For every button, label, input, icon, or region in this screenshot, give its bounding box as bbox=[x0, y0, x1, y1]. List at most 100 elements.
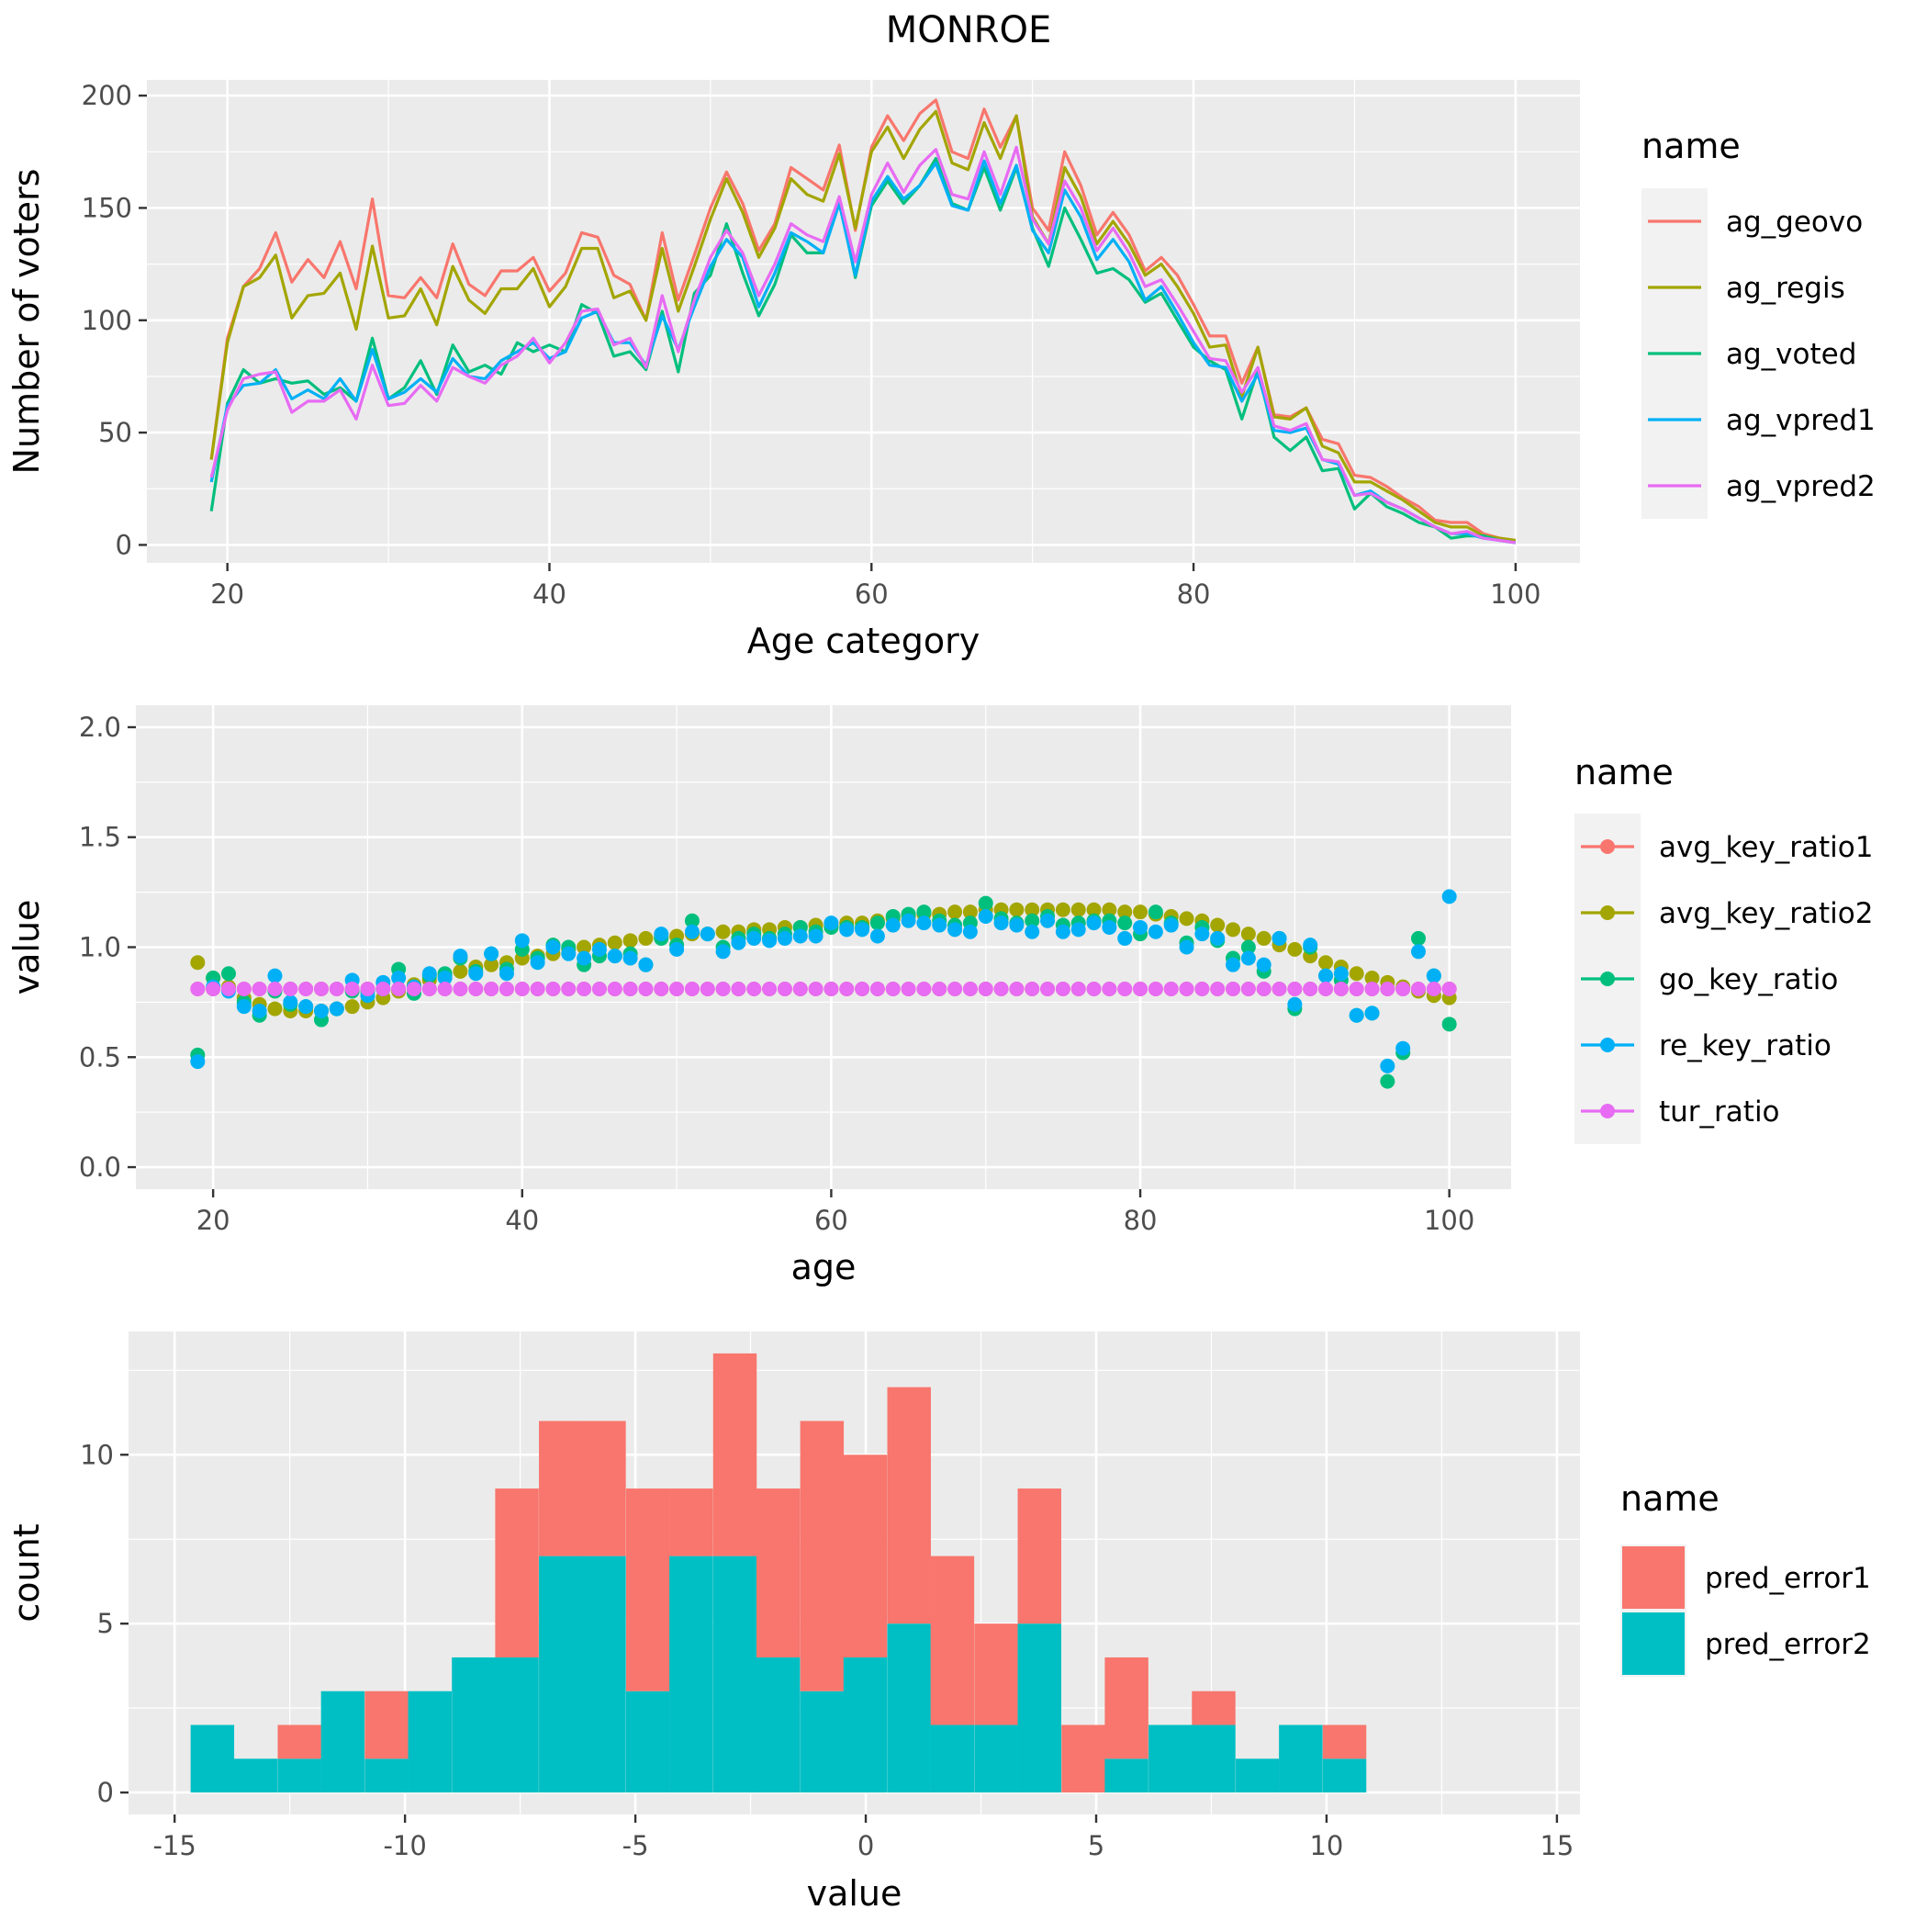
point-avg_key_ratio2 bbox=[1086, 902, 1102, 917]
point-tur_ratio bbox=[545, 982, 561, 997]
point-re_key_ratio bbox=[654, 927, 669, 942]
legend-label-ag_geovo: ag_geovo bbox=[1726, 206, 1863, 239]
point-avg_key_ratio2 bbox=[484, 957, 499, 972]
point-re_key_ratio bbox=[1287, 996, 1303, 1012]
point-tur_ratio bbox=[1240, 982, 1256, 997]
bar-pred_error2 bbox=[1279, 1724, 1323, 1793]
y-tick-label: 5 bbox=[97, 1608, 114, 1639]
point-avg_key_ratio2 bbox=[1256, 930, 1272, 946]
point-avg_key_ratio2 bbox=[1349, 966, 1364, 982]
point-re_key_ratio bbox=[1163, 917, 1179, 933]
bar-pred_error2 bbox=[495, 1657, 539, 1793]
point-tur_ratio bbox=[638, 982, 654, 997]
point-tur_ratio bbox=[252, 982, 267, 997]
point-re_key_ratio bbox=[762, 933, 778, 949]
point-go_key_ratio bbox=[220, 966, 236, 982]
point-tur_ratio bbox=[1210, 982, 1226, 997]
point-avg_key_ratio2 bbox=[1226, 922, 1241, 938]
y-tick-label: 0 bbox=[97, 1777, 114, 1808]
point-tur_ratio bbox=[731, 982, 746, 997]
y-tick-label: 1.0 bbox=[79, 932, 121, 963]
point-re_key_ratio bbox=[1380, 1058, 1395, 1073]
point-tur_ratio bbox=[391, 982, 407, 997]
bar-pred_error1 bbox=[582, 1421, 626, 1556]
point-re_key_ratio bbox=[932, 917, 947, 933]
point-tur_ratio bbox=[220, 982, 236, 997]
point-re_key_ratio bbox=[1226, 957, 1241, 972]
legend-label-ag_vpred1: ag_vpred1 bbox=[1726, 404, 1876, 437]
x-tick-label: 100 bbox=[1424, 1205, 1474, 1236]
y-tick-label: 1.5 bbox=[79, 822, 121, 853]
x-tick-label: 0 bbox=[857, 1830, 874, 1861]
legend-title: name bbox=[1641, 126, 1741, 166]
point-tur_ratio bbox=[530, 982, 545, 997]
bar-pred_error1 bbox=[887, 1387, 931, 1624]
point-tur_ratio bbox=[206, 982, 221, 997]
point-re_key_ratio bbox=[1194, 927, 1210, 942]
point-avg_key_ratio2 bbox=[607, 935, 622, 950]
bar-pred_error1 bbox=[539, 1421, 583, 1556]
point-re_key_ratio bbox=[1318, 968, 1334, 983]
point-avg_key_ratio2 bbox=[1055, 902, 1070, 917]
point-re_key_ratio bbox=[792, 928, 808, 944]
point-re_key_ratio bbox=[267, 968, 283, 983]
point-re_key_ratio bbox=[885, 917, 901, 933]
point-avg_key_ratio2 bbox=[1117, 904, 1133, 920]
bar-pred_error2 bbox=[320, 1690, 365, 1793]
bar-pred_error1 bbox=[364, 1690, 409, 1759]
point-tur_ratio bbox=[1148, 982, 1163, 997]
legend-label-avg_key_ratio2: avg_key_ratio2 bbox=[1659, 897, 1873, 930]
point-re_key_ratio bbox=[622, 950, 638, 966]
bar-pred_error2 bbox=[669, 1556, 713, 1793]
legend-label-ag_voted: ag_voted bbox=[1726, 338, 1856, 371]
point-tur_ratio bbox=[1256, 982, 1272, 997]
point-tur_ratio bbox=[1318, 982, 1334, 997]
point-tur_ratio bbox=[267, 982, 283, 997]
point-tur_ratio bbox=[1441, 982, 1457, 997]
point-re_key_ratio bbox=[1395, 1040, 1411, 1056]
legend-label-re_key_ratio: re_key_ratio bbox=[1659, 1029, 1832, 1062]
point-tur_ratio bbox=[298, 982, 314, 997]
legend-key-re_key_ratio bbox=[1600, 1038, 1615, 1052]
point-re_key_ratio bbox=[1102, 919, 1117, 935]
bar-pred_error2 bbox=[625, 1690, 670, 1793]
point-re_key_ratio bbox=[746, 930, 762, 946]
point-tur_ratio bbox=[978, 982, 993, 997]
point-re_key_ratio bbox=[1009, 917, 1025, 933]
point-re_key_ratio bbox=[839, 922, 855, 938]
point-tur_ratio bbox=[329, 982, 344, 997]
x-tick-label: 40 bbox=[505, 1205, 539, 1236]
point-tur_ratio bbox=[1163, 982, 1179, 997]
point-re_key_ratio bbox=[530, 955, 545, 971]
y-tick-label: 10 bbox=[80, 1439, 114, 1470]
point-tur_ratio bbox=[484, 982, 499, 997]
y-tick-label: 0 bbox=[116, 529, 132, 560]
point-tur_ratio bbox=[1179, 982, 1194, 997]
point-re_key_ratio bbox=[252, 1003, 267, 1018]
bar-pred_error2 bbox=[1104, 1758, 1148, 1793]
point-tur_ratio bbox=[1194, 982, 1210, 997]
point-tur_ratio bbox=[715, 982, 731, 997]
point-tur_ratio bbox=[1009, 982, 1025, 997]
point-re_key_ratio bbox=[1179, 939, 1194, 955]
voters-line-chart: 20 40 60 80 100 0 50 100 150 200 Age category Numbe… bbox=[6, 80, 1876, 661]
point-tur_ratio bbox=[344, 982, 360, 997]
bar-pred_error2 bbox=[277, 1758, 321, 1793]
point-go_key_ratio bbox=[978, 895, 993, 911]
legend: name ag_geovo ag_regis ag_voted ag_vpred1 ag_… bbox=[1641, 126, 1876, 519]
point-go_key_ratio bbox=[1380, 1073, 1395, 1089]
bar-pred_error2 bbox=[233, 1758, 278, 1793]
point-re_key_ratio bbox=[1025, 924, 1040, 939]
legend-key-go_key_ratio bbox=[1600, 972, 1615, 986]
point-tur_ratio bbox=[1411, 982, 1427, 997]
point-re_key_ratio bbox=[421, 966, 437, 982]
bar-pred_error2 bbox=[1148, 1724, 1193, 1793]
legend-key-avg_key_ratio1 bbox=[1600, 839, 1615, 854]
legend-label-pred_error1: pred_error1 bbox=[1705, 1562, 1871, 1595]
bar-pred_error2 bbox=[1235, 1758, 1280, 1793]
x-tick-label: 60 bbox=[814, 1205, 848, 1236]
y-tick-label: 0.0 bbox=[79, 1151, 121, 1183]
point-tur_ratio bbox=[901, 982, 916, 997]
point-re_key_ratio bbox=[1303, 938, 1318, 953]
chart-title: MONROE bbox=[886, 9, 1051, 51]
